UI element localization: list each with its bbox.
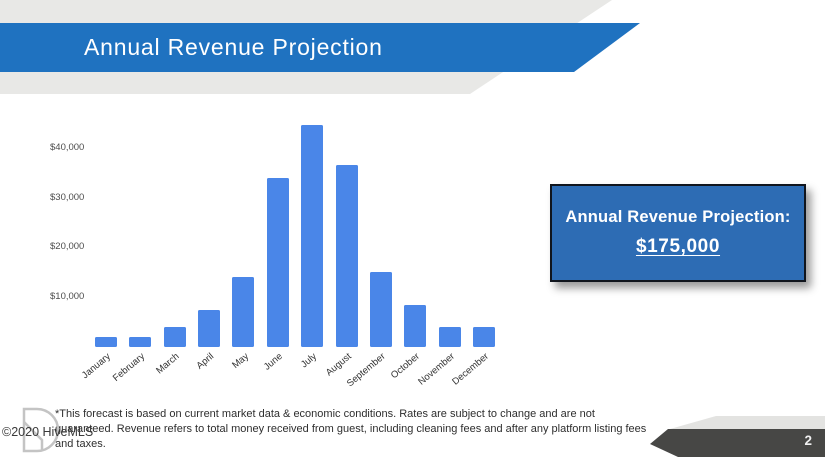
x-axis-label-february: February (111, 351, 148, 384)
y-axis-tick-label: $10,000 (50, 291, 85, 303)
y-axis-tick-label: $40,000 (50, 141, 85, 153)
chart-x-axis: January February March April May June July Augu… (80, 351, 495, 401)
footnote-line-1: *This forecast is based on current marke… (55, 408, 595, 420)
x-axis-label-august: August (323, 351, 354, 379)
footer-gray-band (670, 416, 825, 429)
x-axis-label-december: December (450, 351, 492, 388)
header-blue-banner: Annual Revenue Projection (0, 23, 640, 72)
bar-april (198, 309, 221, 347)
bar-october (404, 304, 427, 347)
page-title: Annual Revenue Projection (84, 34, 383, 60)
hivemls-logo-icon (22, 407, 60, 453)
x-axis-label-march: March (154, 351, 182, 377)
revenue-summary-box: Annual Revenue Projection: $175,000 (550, 184, 806, 282)
footnote-line-3: and taxes. (55, 438, 106, 450)
bar-march (163, 327, 186, 347)
revenue-amount-link[interactable]: $175,000 (635, 236, 721, 257)
x-axis-label-january: January (80, 351, 114, 382)
chart-bars (95, 118, 495, 347)
chart-y-axis: $10,000 $20,000 $30,000 $40,000 (50, 118, 95, 347)
bar-may (232, 277, 255, 347)
bar-august (335, 165, 358, 347)
footnote-line-2: guaranteed. Revenue refers to total mone… (55, 423, 647, 435)
x-axis-label-july: July (299, 351, 320, 371)
revenue-box-title: Annual Revenue Projection: (565, 208, 791, 226)
x-axis-label-may: May (229, 351, 251, 371)
x-axis-label-november: November (416, 351, 457, 388)
bar-july (301, 125, 324, 347)
footer-dark-banner: 2 (650, 429, 825, 457)
bar-february (129, 337, 152, 347)
bar-january (95, 337, 117, 347)
bar-september (369, 272, 392, 347)
bar-december (473, 327, 495, 347)
watermark-text: ©2020 HiveMLS (2, 425, 94, 439)
x-axis-label-april: April (194, 351, 217, 372)
footnote: *This forecast is based on current marke… (55, 407, 665, 452)
bar-november (438, 327, 461, 347)
page-number: 2 (804, 433, 812, 448)
bar-june (266, 177, 289, 347)
y-axis-tick-label: $20,000 (50, 241, 85, 253)
x-axis-label-june: June (262, 351, 285, 373)
y-axis-tick-label: $30,000 (50, 191, 85, 203)
